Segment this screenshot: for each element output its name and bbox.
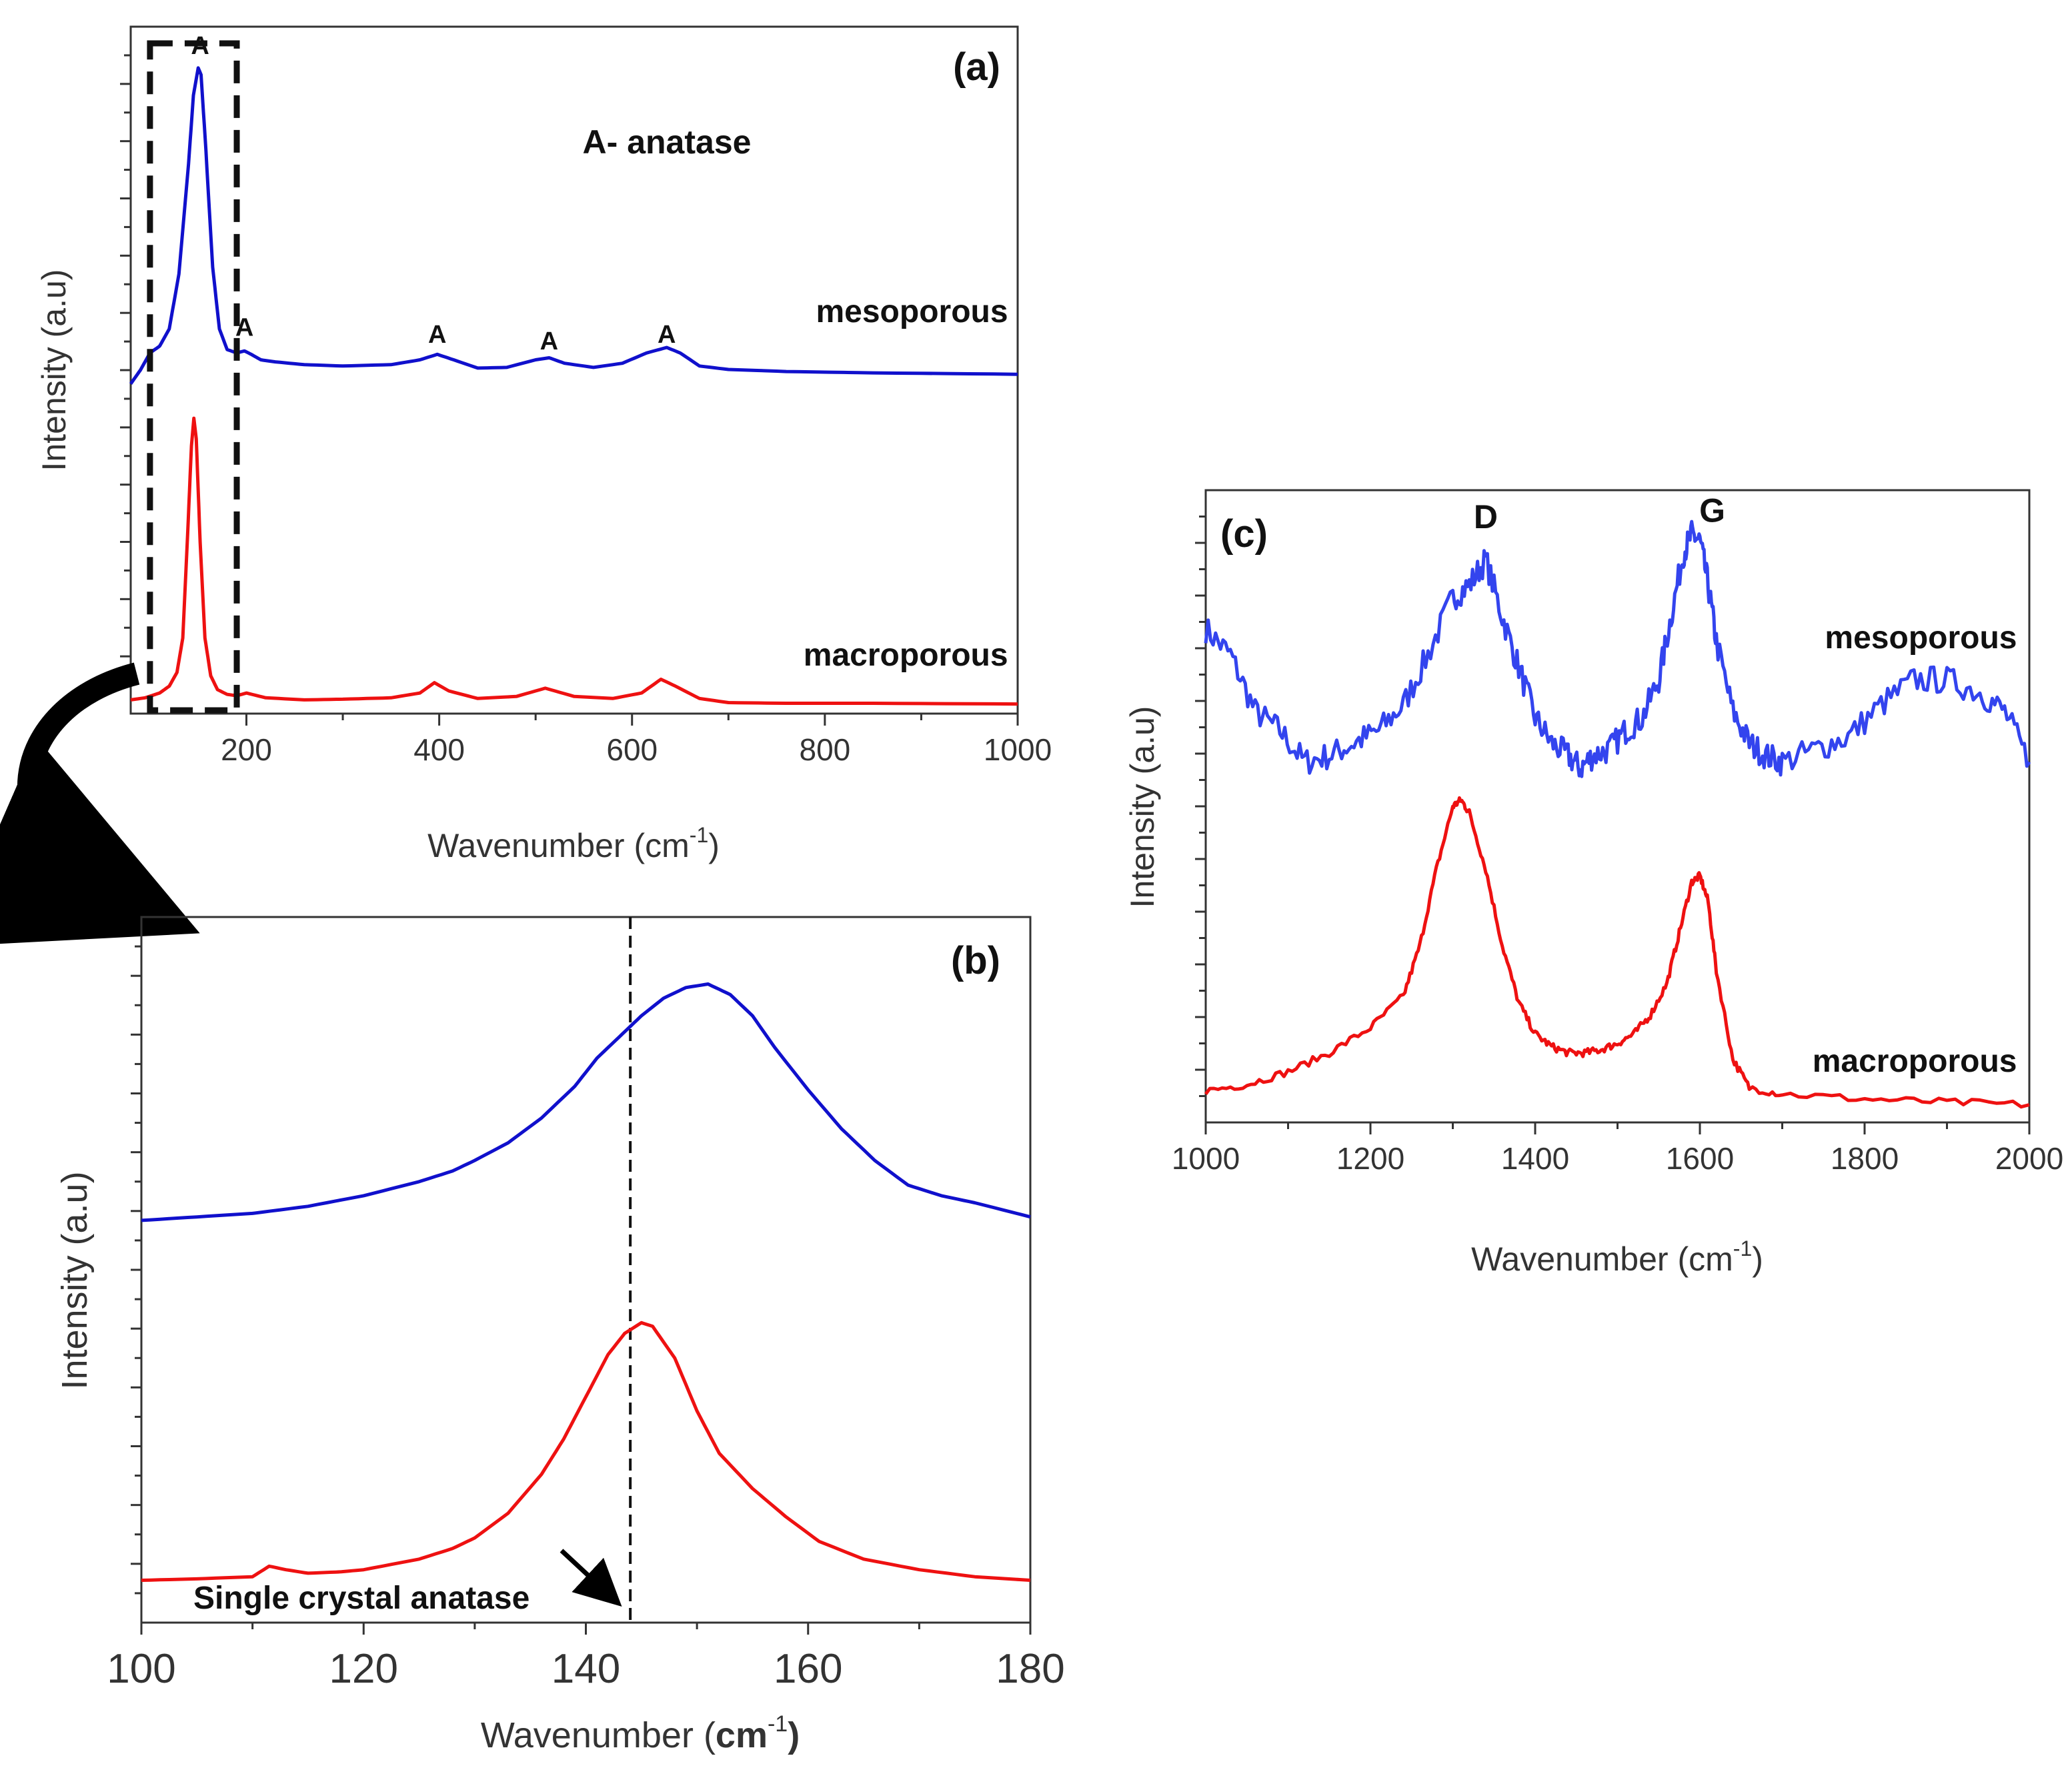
x-tick-label: 120 (329, 1646, 398, 1692)
panel-b-x-axis-label-end: ) (788, 1715, 800, 1755)
peak-label: A (658, 321, 676, 349)
peak-label: A (428, 321, 446, 349)
x-tick-label: 200 (221, 732, 272, 767)
peak-label: G (1699, 492, 1725, 529)
panel-b-label: (b) (951, 939, 1000, 982)
panel-b-y-axis-label: Intensity (a.u) (55, 1171, 95, 1389)
panel-a-peak-labels: A A A A A (191, 32, 676, 355)
x-tick-label: 140 (552, 1646, 620, 1692)
panel-b-frame (140, 916, 1032, 1624)
panel-b-x-axis-label-sup: -1 (768, 1711, 788, 1737)
panel-c-x-axis-label-main: Wavenumber (cm (1471, 1240, 1733, 1278)
panel-c-x-axis-label-sup: -1 (1733, 1236, 1752, 1260)
panel-b-ticks: 100 120 140 160 180 (107, 945, 1065, 1692)
curved-arrow (0, 662, 200, 947)
panel-b: 100 120 140 160 180 (b) Single crystal anata… (55, 916, 1065, 1755)
x-tick-label: 1800 (1831, 1141, 1899, 1176)
panel-b-curves (141, 982, 1031, 1582)
series-line-macroporous (1204, 796, 2030, 1109)
panel-b-x-axis-label-main: Wavenumber ( (481, 1715, 716, 1755)
panel-a-x-axis-label: Wavenumber (cm-1) (427, 823, 720, 864)
panel-a-frame (129, 25, 1019, 715)
x-tick-label: 2000 (1995, 1141, 2063, 1176)
single-crystal-arrow (560, 1549, 622, 1607)
panel-a-x-axis-label-end: ) (708, 827, 720, 864)
panel-a-y-axis-label: Intensity (a.u) (35, 269, 73, 472)
panel-a-curves (129, 66, 1018, 706)
panel-a-label: (a) (953, 45, 1000, 89)
series-line-mesoporous (129, 66, 1018, 385)
x-tick-label: 800 (799, 732, 850, 767)
panel-c-label: (c) (1220, 512, 1268, 556)
anatase-annotation: A- anatase (583, 123, 752, 161)
x-tick-label: 1200 (1336, 1141, 1404, 1176)
panel-c-x-axis-label-end: ) (1752, 1240, 1763, 1278)
series-label-macroporous-c: macroporous (1813, 1044, 2017, 1079)
series-label-mesoporous-c: mesoporous (1825, 620, 2017, 656)
x-tick-label: 180 (996, 1646, 1064, 1692)
panel-c-frame (1204, 489, 2031, 1124)
panel-c-ticks: 1000 1200 1400 1600 1800 2000 (1172, 516, 2063, 1176)
x-tick-label: 160 (774, 1646, 842, 1692)
series-line-mesoporous (1204, 520, 2031, 778)
panel-c-x-axis-label: Wavenumber (cm-1) (1471, 1236, 1763, 1278)
panel-b-x-axis-label-unit: cm (716, 1715, 768, 1755)
peak-label: D (1474, 498, 1498, 536)
panel-a-ticks: 200 400 600 800 1000 (120, 54, 1052, 767)
peak-label: A (191, 32, 209, 60)
single-crystal-annotation: Single crystal anatase (193, 1581, 530, 1616)
x-tick-label: 600 (606, 732, 658, 767)
series-label-mesoporous: mesoporous (816, 294, 1008, 329)
x-tick-label: 1000 (984, 732, 1052, 767)
panel-a-x-axis-label-main: Wavenumber (cm (427, 827, 690, 864)
panel-a-x-axis-label-sup: -1 (690, 823, 708, 847)
x-tick-label: 1400 (1501, 1141, 1569, 1176)
peak-label: A (540, 327, 558, 355)
series-label-macroporous: macroporous (804, 638, 1008, 673)
x-tick-label: 100 (107, 1646, 175, 1692)
peak-label: A (235, 314, 253, 342)
series-line-macroporous (141, 1320, 1031, 1582)
series-line-mesoporous (141, 982, 1031, 1222)
panel-c-y-axis-label: Intensity (a.u) (1124, 706, 1161, 908)
x-tick-label: 1000 (1172, 1141, 1240, 1176)
x-tick-label: 1600 (1666, 1141, 1734, 1176)
series-line-macroporous (130, 416, 1018, 706)
panel-b-x-axis-label: Wavenumber (cm-1) (481, 1711, 800, 1755)
panel-c-curves (1204, 520, 2031, 1109)
inset-selection-box (147, 40, 240, 714)
x-tick-label: 400 (413, 732, 465, 767)
panel-a: 200 400 600 800 1000 A A A A A (a) A- anatase me… (35, 25, 1052, 864)
